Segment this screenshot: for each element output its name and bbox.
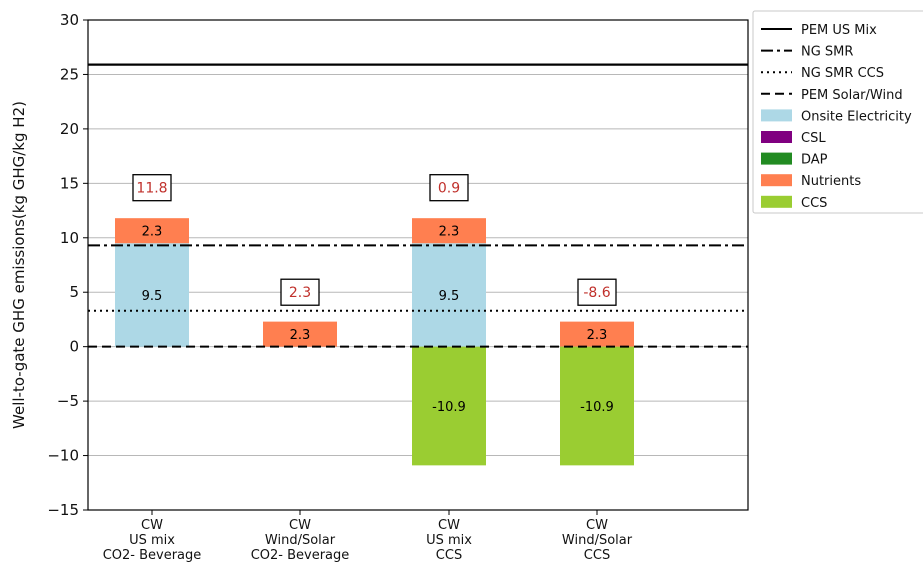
legend-label: Onsite Electricity	[801, 109, 912, 124]
legend-swatch	[761, 174, 792, 187]
bar-segment	[115, 218, 189, 244]
plot-frame	[87, 19, 749, 511]
legend-swatch	[761, 195, 792, 208]
bar-value-label: 2.3	[142, 225, 163, 240]
y-tick-label: 10	[60, 229, 79, 247]
y-tick-label: 15	[60, 174, 79, 192]
legend-swatch	[761, 109, 792, 122]
legend-label: DAP	[801, 153, 828, 168]
total-label: 2.3	[289, 285, 311, 301]
bar-value-labels: 9.5 9.5 2.3 2.3 2.3 2.3 -10.9 -10.9 11.8 2.3 0.9 -8…	[132, 174, 617, 415]
y-axis-label: Well-to-gate GHG emissions(kg GHG/kg H2)	[10, 101, 28, 429]
bar-value-label: 2.3	[290, 328, 311, 343]
bar-value-label: 2.3	[439, 225, 460, 240]
y-tick-label: −15	[47, 501, 79, 519]
bar-value-label: -10.9	[432, 400, 466, 415]
y-tick-label: 0	[69, 338, 79, 356]
bars	[115, 218, 634, 466]
axes: Well-to-gate GHG emissions(kg GHG/kg H2)…	[10, 11, 749, 563]
legend-label: NG SMR CCS	[801, 66, 884, 81]
bar-segment	[560, 346, 634, 466]
legend: PEM US Mix NG SMR NG SMR CCS PEM Solar/Wind…	[752, 10, 923, 214]
bar-segment	[263, 321, 337, 347]
y-tick-label: 5	[69, 283, 79, 301]
total-label: -8.6	[583, 285, 610, 301]
legend-label: NG SMR	[801, 45, 853, 60]
total-box	[132, 174, 172, 202]
x-tick-label: CW US mix CCS	[426, 518, 472, 563]
legend-label: CSL	[801, 131, 826, 146]
total-label: 0.9	[438, 181, 460, 197]
y-tick-label: −10	[47, 447, 79, 465]
x-tick-label: CW Wind/Solar CCS	[562, 518, 633, 563]
legend-swatch	[761, 152, 792, 165]
legend-swatch	[761, 131, 792, 143]
legend-label: PEM Solar/Wind	[801, 88, 903, 103]
bar-value-label: -10.9	[580, 400, 614, 415]
bar-value-label: 9.5	[142, 289, 163, 304]
y-tick-label: 25	[60, 65, 79, 83]
bar-segment	[412, 243, 486, 347]
legend-frame	[752, 10, 923, 214]
total-box	[577, 278, 617, 306]
x-tick-label: CW US mix CO2- Beverage	[103, 518, 202, 563]
x-tick-label: CW Wind/Solar CO2- Beverage	[251, 518, 350, 563]
bar-segment	[412, 218, 486, 244]
y-tick-label: −5	[57, 392, 79, 410]
legend-label: Nutrients	[801, 174, 861, 189]
total-box	[280, 278, 320, 306]
legend-label: PEM US Mix	[801, 23, 877, 38]
bar-segment	[115, 243, 189, 347]
y-tick-label: 20	[60, 120, 79, 138]
bar-segment	[412, 346, 486, 466]
y-tick-label: 30	[60, 11, 79, 29]
bar-segment	[560, 321, 634, 347]
bar-value-label: 9.5	[439, 289, 460, 304]
total-box	[429, 174, 469, 202]
reference-lines	[88, 63, 748, 348]
total-label: 11.8	[136, 181, 167, 197]
bar-value-label: 2.3	[587, 328, 608, 343]
legend-label: CCS	[801, 196, 827, 211]
